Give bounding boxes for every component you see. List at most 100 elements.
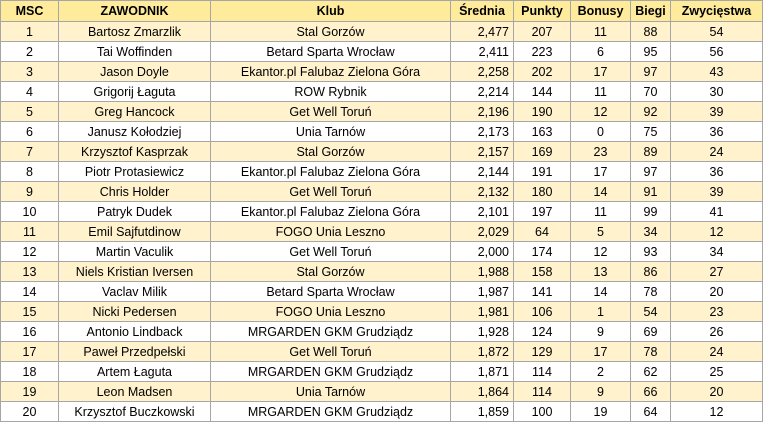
rank-cell: 12 [0, 241, 59, 262]
average-cell: 1,859 [450, 401, 514, 422]
points-cell: 124 [513, 321, 571, 342]
average-cell: 2,101 [450, 201, 514, 222]
heats-cell: 88 [630, 21, 671, 42]
wins-cell: 34 [670, 241, 763, 262]
bonus-cell: 17 [570, 341, 631, 362]
heats-cell: 66 [630, 381, 671, 402]
points-cell: 141 [513, 281, 571, 302]
average-cell: 2,214 [450, 81, 514, 102]
average-cell: 2,132 [450, 181, 514, 202]
wins-cell: 41 [670, 201, 763, 222]
bonus-cell: 17 [570, 61, 631, 82]
bonus-cell: 11 [570, 201, 631, 222]
average-cell: 1,872 [450, 341, 514, 362]
average-cell: 2,029 [450, 221, 514, 242]
rank-cell: 7 [0, 141, 59, 162]
header-row: MSC ZAWODNIK Klub Średnia Punkty Bonusy Biegi Z… [0, 0, 763, 22]
rider-cell: Paweł Przedpełski [58, 341, 211, 362]
average-cell: 1,928 [450, 321, 514, 342]
club-cell: Get Well Toruń [210, 101, 451, 122]
rider-cell: Tai Woffinden [58, 41, 211, 62]
bonus-cell: 14 [570, 181, 631, 202]
average-cell: 2,157 [450, 141, 514, 162]
average-cell: 1,864 [450, 381, 514, 402]
average-cell: 2,000 [450, 241, 514, 262]
club-cell: Get Well Toruń [210, 181, 451, 202]
rider-cell: Piotr Protasiewicz [58, 161, 211, 182]
bonus-cell: 13 [570, 261, 631, 282]
club-cell: MRGARDEN GKM Grudziądz [210, 321, 451, 342]
average-cell: 2,258 [450, 61, 514, 82]
points-cell: 191 [513, 161, 571, 182]
rank-cell: 10 [0, 201, 59, 222]
heats-cell: 93 [630, 241, 671, 262]
wins-cell: 24 [670, 341, 763, 362]
heats-cell: 91 [630, 181, 671, 202]
club-cell: Betard Sparta Wrocław [210, 41, 451, 62]
average-cell: 2,477 [450, 21, 514, 42]
row: 3 Jason Doyle Ekantor.pl Falubaz Zielona G… [0, 61, 763, 82]
wins-cell: 12 [670, 221, 763, 242]
club-cell: Stal Gorzów [210, 21, 451, 42]
points-cell: 174 [513, 241, 571, 262]
club-cell: Betard Sparta Wrocław [210, 281, 451, 302]
club-cell: Ekantor.pl Falubaz Zielona Góra [210, 201, 451, 222]
wins-cell: 39 [670, 181, 763, 202]
table-body: 1 Bartosz Zmarzlik Stal Gorzów 2,477 207 11 88… [0, 21, 763, 422]
rank-cell: 15 [0, 301, 59, 322]
wins-cell: 27 [670, 261, 763, 282]
row: 15 Nicki Pedersen FOGO Unia Leszno 1,981 106… [0, 301, 763, 322]
points-cell: 64 [513, 221, 571, 242]
heats-cell: 64 [630, 401, 671, 422]
row: 13 Niels Kristian Iversen Stal Gorzów 1,988… [0, 261, 763, 282]
row: 6 Janusz Kołodziej Unia Tarnów 2,173 163 0 75 3… [0, 121, 763, 142]
heats-cell: 75 [630, 121, 671, 142]
club-cell: Stal Gorzów [210, 261, 451, 282]
rank-cell: 5 [0, 101, 59, 122]
header-cell: ZAWODNIK [58, 0, 211, 22]
rider-cell: Chris Holder [58, 181, 211, 202]
row: 20 Krzysztof Buczkowski MRGARDEN GKM Grudz… [0, 401, 763, 422]
club-cell: Get Well Toruń [210, 341, 451, 362]
rank-cell: 20 [0, 401, 59, 422]
bonus-cell: 6 [570, 41, 631, 62]
rider-cell: Grigorij Łaguta [58, 81, 211, 102]
rank-cell: 4 [0, 81, 59, 102]
rank-cell: 11 [0, 221, 59, 242]
average-cell: 1,981 [450, 301, 514, 322]
wins-cell: 36 [670, 121, 763, 142]
heats-cell: 69 [630, 321, 671, 342]
average-cell: 2,196 [450, 101, 514, 122]
points-cell: 106 [513, 301, 571, 322]
wins-cell: 20 [670, 281, 763, 302]
heats-cell: 70 [630, 81, 671, 102]
row: 7 Krzysztof Kasprzak Stal Gorzów 2,157 169 23… [0, 141, 763, 162]
bonus-cell: 19 [570, 401, 631, 422]
points-cell: 114 [513, 381, 571, 402]
rider-cell: Artem Łaguta [58, 361, 211, 382]
rider-cell: Leon Madsen [58, 381, 211, 402]
wins-cell: 39 [670, 101, 763, 122]
heats-cell: 99 [630, 201, 671, 222]
club-cell: Ekantor.pl Falubaz Zielona Góra [210, 161, 451, 182]
rank-cell: 16 [0, 321, 59, 342]
rider-cell: Bartosz Zmarzlik [58, 21, 211, 42]
club-cell: MRGARDEN GKM Grudziądz [210, 361, 451, 382]
row: 5 Greg Hancock Get Well Toruń 2,196 190 12 92 3… [0, 101, 763, 122]
bonus-cell: 11 [570, 81, 631, 102]
rider-cell: Antonio Lindback [58, 321, 211, 342]
bonus-cell: 9 [570, 321, 631, 342]
wins-cell: 24 [670, 141, 763, 162]
wins-cell: 54 [670, 21, 763, 42]
header-cell: Zwycięstwa [670, 0, 763, 22]
heats-cell: 86 [630, 261, 671, 282]
wins-cell: 56 [670, 41, 763, 62]
wins-cell: 43 [670, 61, 763, 82]
club-cell: Ekantor.pl Falubaz Zielona Góra [210, 61, 451, 82]
bonus-cell: 2 [570, 361, 631, 382]
points-cell: 180 [513, 181, 571, 202]
rank-cell: 14 [0, 281, 59, 302]
heats-cell: 34 [630, 221, 671, 242]
rank-cell: 18 [0, 361, 59, 382]
